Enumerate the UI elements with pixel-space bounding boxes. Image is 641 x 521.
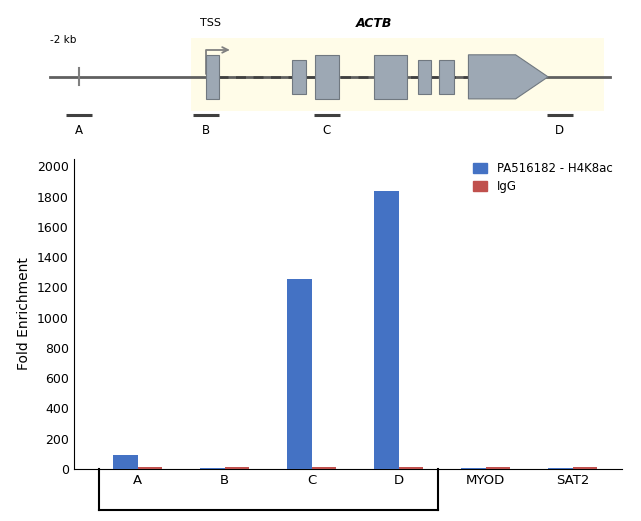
Bar bbox=[419, 60, 431, 94]
Bar bbox=[201, 468, 225, 469]
Text: D: D bbox=[555, 124, 565, 137]
Bar bbox=[113, 454, 138, 469]
FancyArrow shape bbox=[469, 55, 548, 99]
Text: TSS: TSS bbox=[200, 18, 221, 28]
Bar bbox=[312, 467, 336, 469]
Bar bbox=[225, 467, 249, 469]
Y-axis label: Fold Enrichment: Fold Enrichment bbox=[17, 257, 31, 370]
Bar bbox=[572, 467, 597, 469]
Text: B: B bbox=[202, 124, 210, 137]
Bar bbox=[399, 467, 423, 469]
Legend: PA516182 - H4K8ac, IgG: PA516182 - H4K8ac, IgG bbox=[469, 158, 616, 196]
Text: C: C bbox=[323, 124, 331, 137]
Bar bbox=[191, 38, 604, 111]
Bar bbox=[439, 60, 454, 94]
Bar bbox=[138, 467, 162, 469]
Bar bbox=[374, 55, 406, 99]
Bar bbox=[486, 467, 510, 469]
Bar bbox=[315, 55, 338, 99]
Text: -2 kb: -2 kb bbox=[50, 35, 76, 45]
Bar bbox=[462, 468, 486, 469]
Text: ACTB: ACTB bbox=[356, 17, 392, 30]
Bar bbox=[548, 468, 572, 469]
Bar bbox=[292, 60, 306, 94]
Bar bbox=[287, 279, 312, 469]
Bar bbox=[206, 55, 219, 99]
Text: A: A bbox=[75, 124, 83, 137]
Bar bbox=[374, 191, 399, 469]
